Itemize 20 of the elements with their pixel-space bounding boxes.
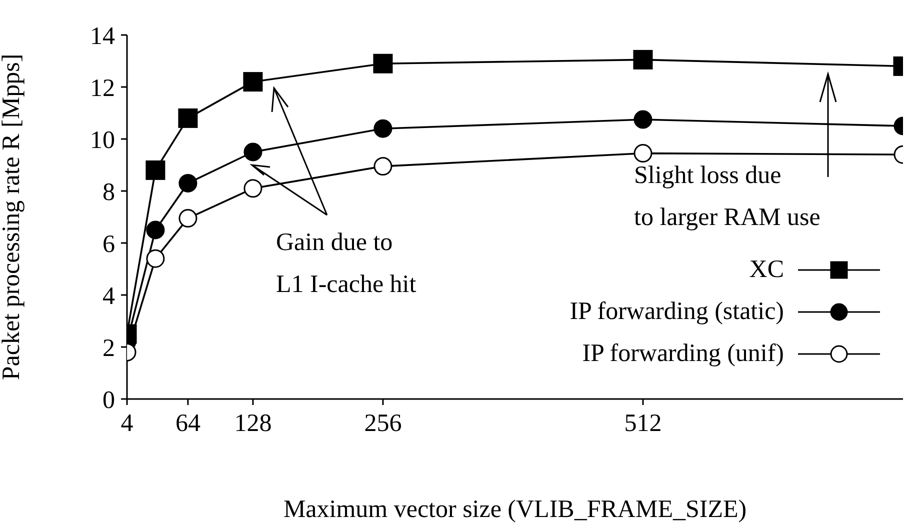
x-tick-label: 512: [624, 410, 662, 437]
y-axis-title: Packet processing rate R [Mpps]: [0, 54, 25, 380]
x-axis-title: Maximum vector size (VLIB_FRAME_SIZE): [283, 496, 747, 523]
legend-label: XC: [749, 256, 784, 284]
annotation: Gain due to L1 I-cache hit: [276, 228, 416, 300]
y-tick-label: 2: [102, 334, 115, 362]
x-tick-label: 4: [120, 410, 134, 437]
y-tick-label: 8: [102, 178, 115, 206]
y-tick-label: 12: [90, 74, 115, 102]
x-tick-label: 256: [364, 410, 402, 437]
y-tick-label: 6: [102, 230, 115, 258]
annotation: Slight loss due to larger RAM use: [634, 161, 820, 233]
y-tick-label: 0: [102, 386, 115, 414]
y-tick-label: 14: [90, 22, 116, 50]
x-tick-label: 64: [175, 410, 201, 437]
legend-label: IP forwarding (unif): [582, 340, 784, 368]
legend-label: IP forwarding (static): [570, 298, 784, 326]
y-tick-label: 4: [102, 282, 116, 310]
y-tick-label: 10: [90, 126, 115, 154]
x-tick-label: 128: [234, 410, 272, 437]
